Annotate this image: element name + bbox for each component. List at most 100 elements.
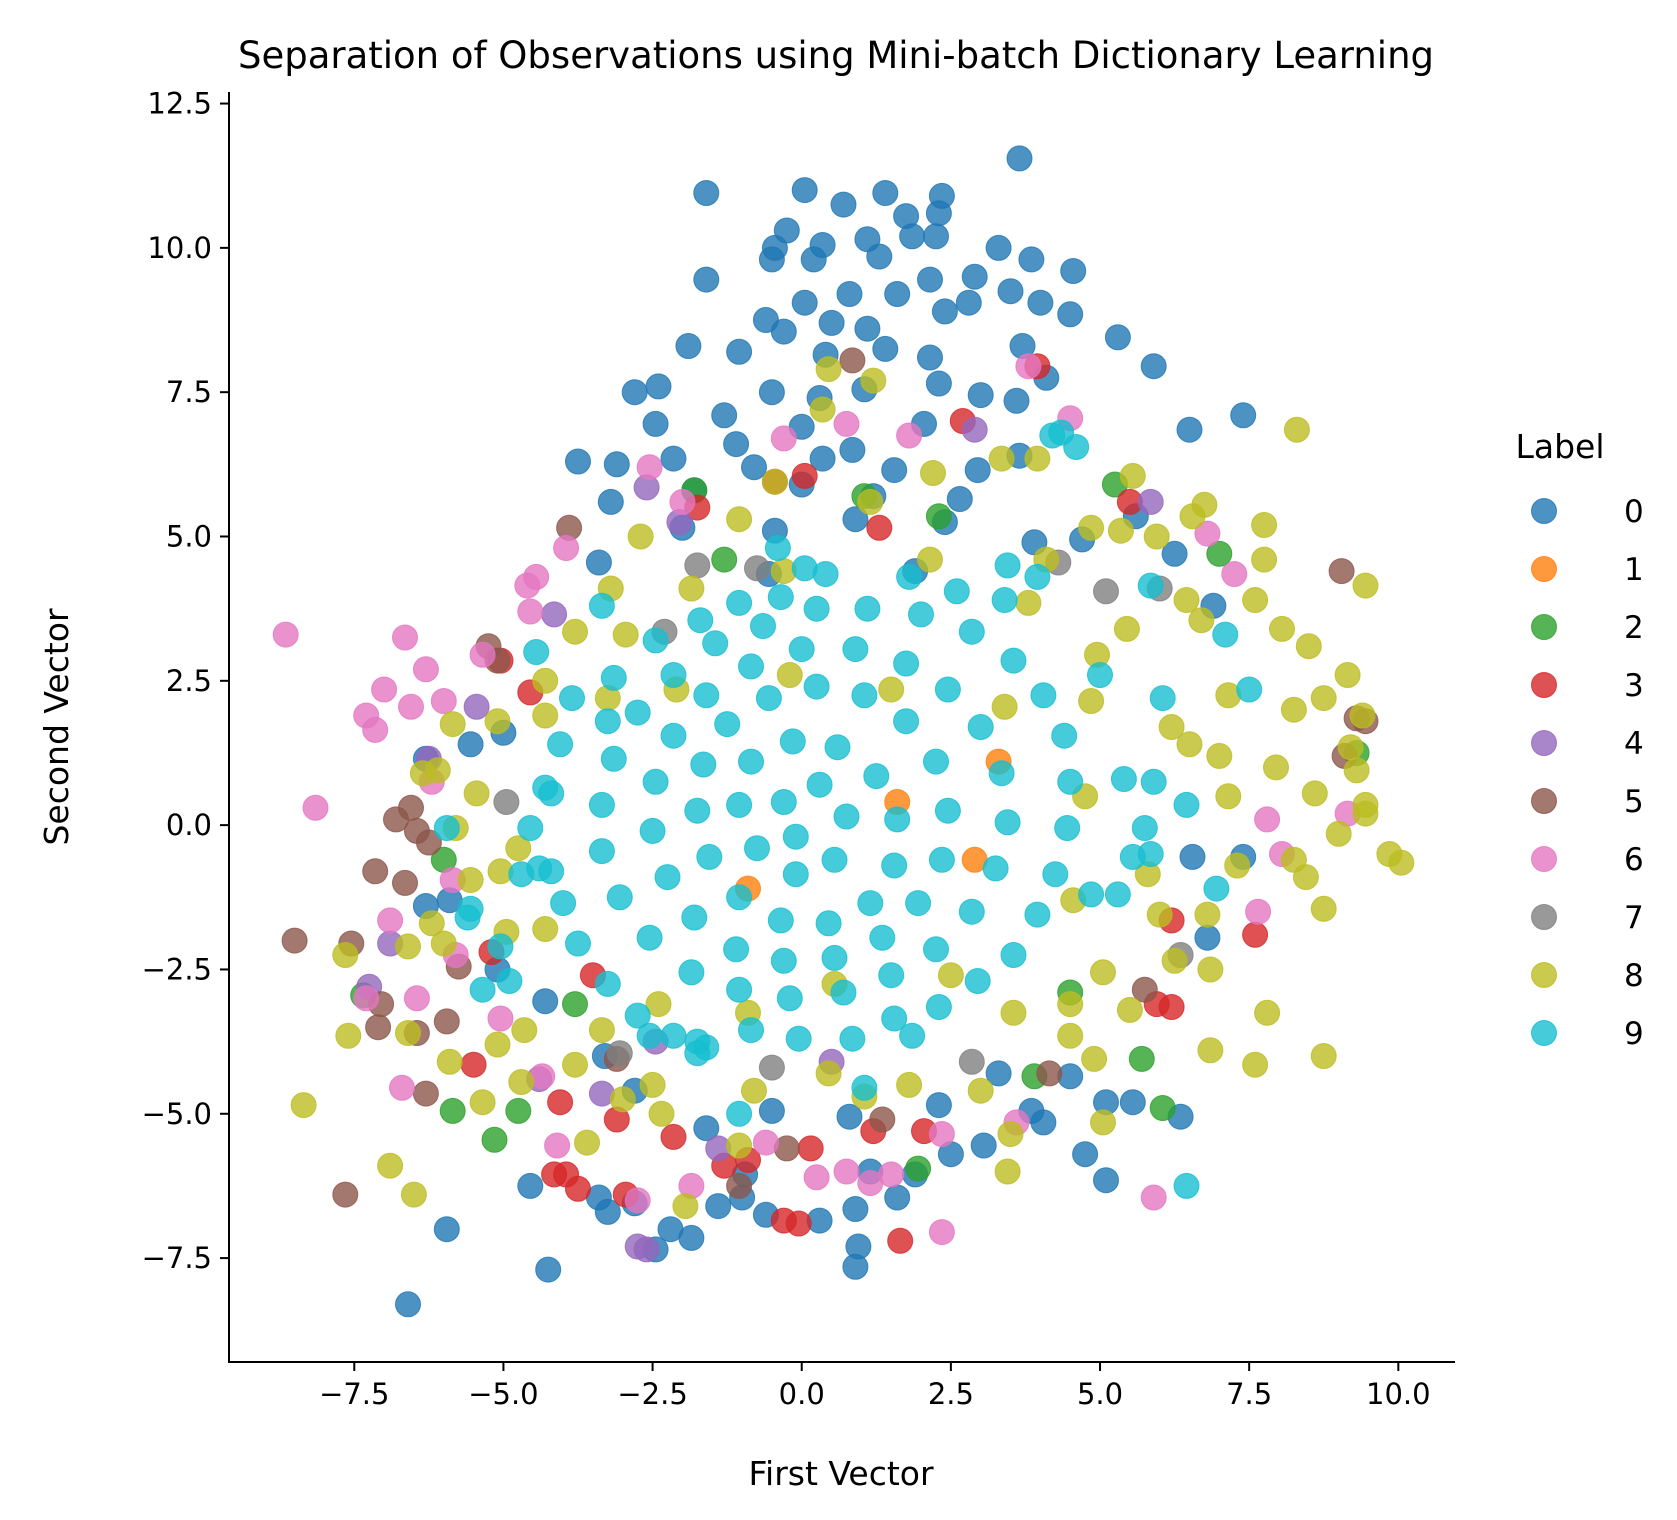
scatter-point-label-8 [878, 676, 905, 703]
scatter-point-label-5 [281, 927, 308, 954]
scatter-point-label-6 [362, 716, 389, 743]
scatter-point-label-8 [639, 1071, 666, 1098]
scatter-point-label-8 [532, 667, 559, 694]
scatter-point-label-8 [1215, 783, 1242, 810]
scatter-point-label-6 [430, 688, 457, 714]
scatter-point-label-6 [1254, 806, 1281, 833]
scatter-point-label-6 [669, 488, 696, 515]
scatter-point-label-2 [505, 1097, 532, 1124]
scatter-point-label-0 [997, 278, 1024, 305]
scatter-point-label-5 [1328, 558, 1355, 585]
scatter-point-label-8 [335, 1022, 362, 1049]
legend-label-3: 3 [1624, 668, 1644, 704]
scatter-point-label-9 [1110, 766, 1137, 792]
x-tick-label: 0.0 [779, 1377, 825, 1411]
scatter-point-label-5 [1036, 1060, 1063, 1087]
scatter-point-label-0 [970, 1132, 997, 1159]
scatter-point-label-0 [842, 506, 869, 533]
scatter-point-label-8 [1143, 523, 1170, 550]
scatter-point-label-8 [967, 1077, 994, 1104]
scatter-point-label-9 [469, 976, 496, 1003]
scatter-point-label-0 [964, 457, 991, 484]
scatter-point-label-0 [931, 298, 958, 325]
scatter-point-label-9 [785, 1025, 812, 1052]
scatter-point-label-8 [1197, 1037, 1224, 1064]
scatter-point-label-9 [1140, 768, 1167, 795]
scatter-point-label-0 [925, 200, 952, 227]
scatter-point-label-0 [660, 445, 687, 472]
scatter-point-label-9 [928, 846, 955, 873]
scatter-point-label-9 [702, 630, 729, 657]
scatter-point-label-9 [642, 768, 669, 795]
scatter-point-label-5 [415, 829, 442, 856]
scatter-point-label-8 [1283, 416, 1310, 443]
scatter-point-label-8 [1081, 1045, 1108, 1072]
y-tick-label: 2.5 [166, 664, 212, 698]
scatter-point-label-0 [693, 1115, 720, 1142]
scatter-point-label-0 [693, 180, 720, 206]
legend-label-0: 0 [1624, 494, 1644, 530]
scatter-point-label-5 [1131, 976, 1158, 1003]
legend-marker-0 [1531, 498, 1557, 524]
legend-label-1: 1 [1624, 552, 1644, 588]
scatter-point-label-9 [815, 910, 842, 937]
scatter-point-label-9 [559, 685, 585, 712]
scatter-point-label-9 [723, 936, 750, 963]
scatter-point-label-8 [726, 506, 753, 533]
legend-label-7: 7 [1624, 900, 1644, 936]
scatter-point-label-0 [839, 436, 866, 463]
scatter-point-label-9 [1137, 841, 1164, 867]
scatter-point-label-7 [1093, 578, 1119, 605]
scatter-point-label-9 [738, 1017, 764, 1044]
scatter-point-label-9 [636, 924, 663, 951]
scatter-point-label-9 [908, 601, 934, 628]
scatter-point-label-9 [803, 595, 830, 622]
scatter-point-label-8 [1090, 1109, 1116, 1136]
scatter-point-label-9 [893, 650, 920, 677]
scatter-point-label-9 [1173, 791, 1200, 818]
scatter-point-label-0 [705, 1193, 732, 1220]
scatter-point-label-0 [1018, 246, 1045, 273]
scatter-point-label-9 [624, 1002, 651, 1029]
chart-title: Separation of Observations using Mini-ba… [238, 34, 1434, 77]
scatter-point-label-9 [896, 563, 923, 590]
scatter-point-label-2 [1149, 1095, 1176, 1121]
scatter-point-label-8 [395, 933, 421, 960]
scatter-point-label-8 [741, 1077, 767, 1104]
scatter-point-label-8 [1173, 587, 1200, 613]
scatter-point-label-9 [964, 968, 991, 994]
scatter-point-label-9 [770, 789, 797, 815]
scatter-point-label-9 [594, 708, 621, 735]
legend-label-9: 9 [1624, 1016, 1644, 1052]
scatter-point-label-8 [588, 1017, 615, 1044]
scatter-point-label-9 [863, 763, 890, 790]
legend-label-8: 8 [1624, 958, 1644, 994]
scatter-point-label-8 [1057, 1022, 1084, 1049]
scatter-point-label-8 [1251, 546, 1278, 573]
scatter-point-label-0 [818, 309, 845, 336]
x-tick-label: 10.0 [1366, 1377, 1431, 1411]
scatter-point-label-0 [532, 988, 559, 1015]
scatter-point-label-9 [869, 924, 896, 951]
scatter-point-label-0 [836, 1103, 863, 1130]
scatter-point-label-8 [1295, 633, 1322, 660]
scatter-point-label-9 [851, 1074, 878, 1101]
scatter-point-label-8 [377, 1152, 404, 1179]
scatter-point-label-8 [1376, 841, 1403, 867]
scatter-point-label-5 [433, 1008, 460, 1035]
scatter-point-label-0 [678, 1224, 705, 1251]
scatter-point-label-9 [1078, 881, 1105, 908]
scatter-point-label-6 [517, 598, 544, 625]
scatter-point-label-0 [693, 266, 720, 293]
scatter-point-label-9 [767, 907, 794, 934]
scatter-point-label-8 [1161, 947, 1188, 974]
scatter-point-label-9 [517, 815, 544, 841]
scatter-point-label-9 [660, 1022, 687, 1049]
scatter-point-label-8 [484, 708, 511, 735]
scatter-point-label-7 [758, 1054, 785, 1081]
scatter-point-label-8 [896, 1071, 923, 1098]
scatter-point-label-6 [624, 1187, 651, 1214]
scatter-point-label-8 [457, 867, 484, 893]
scatter-point-label-9 [779, 728, 806, 755]
scatter-point-label-8 [997, 1121, 1024, 1147]
